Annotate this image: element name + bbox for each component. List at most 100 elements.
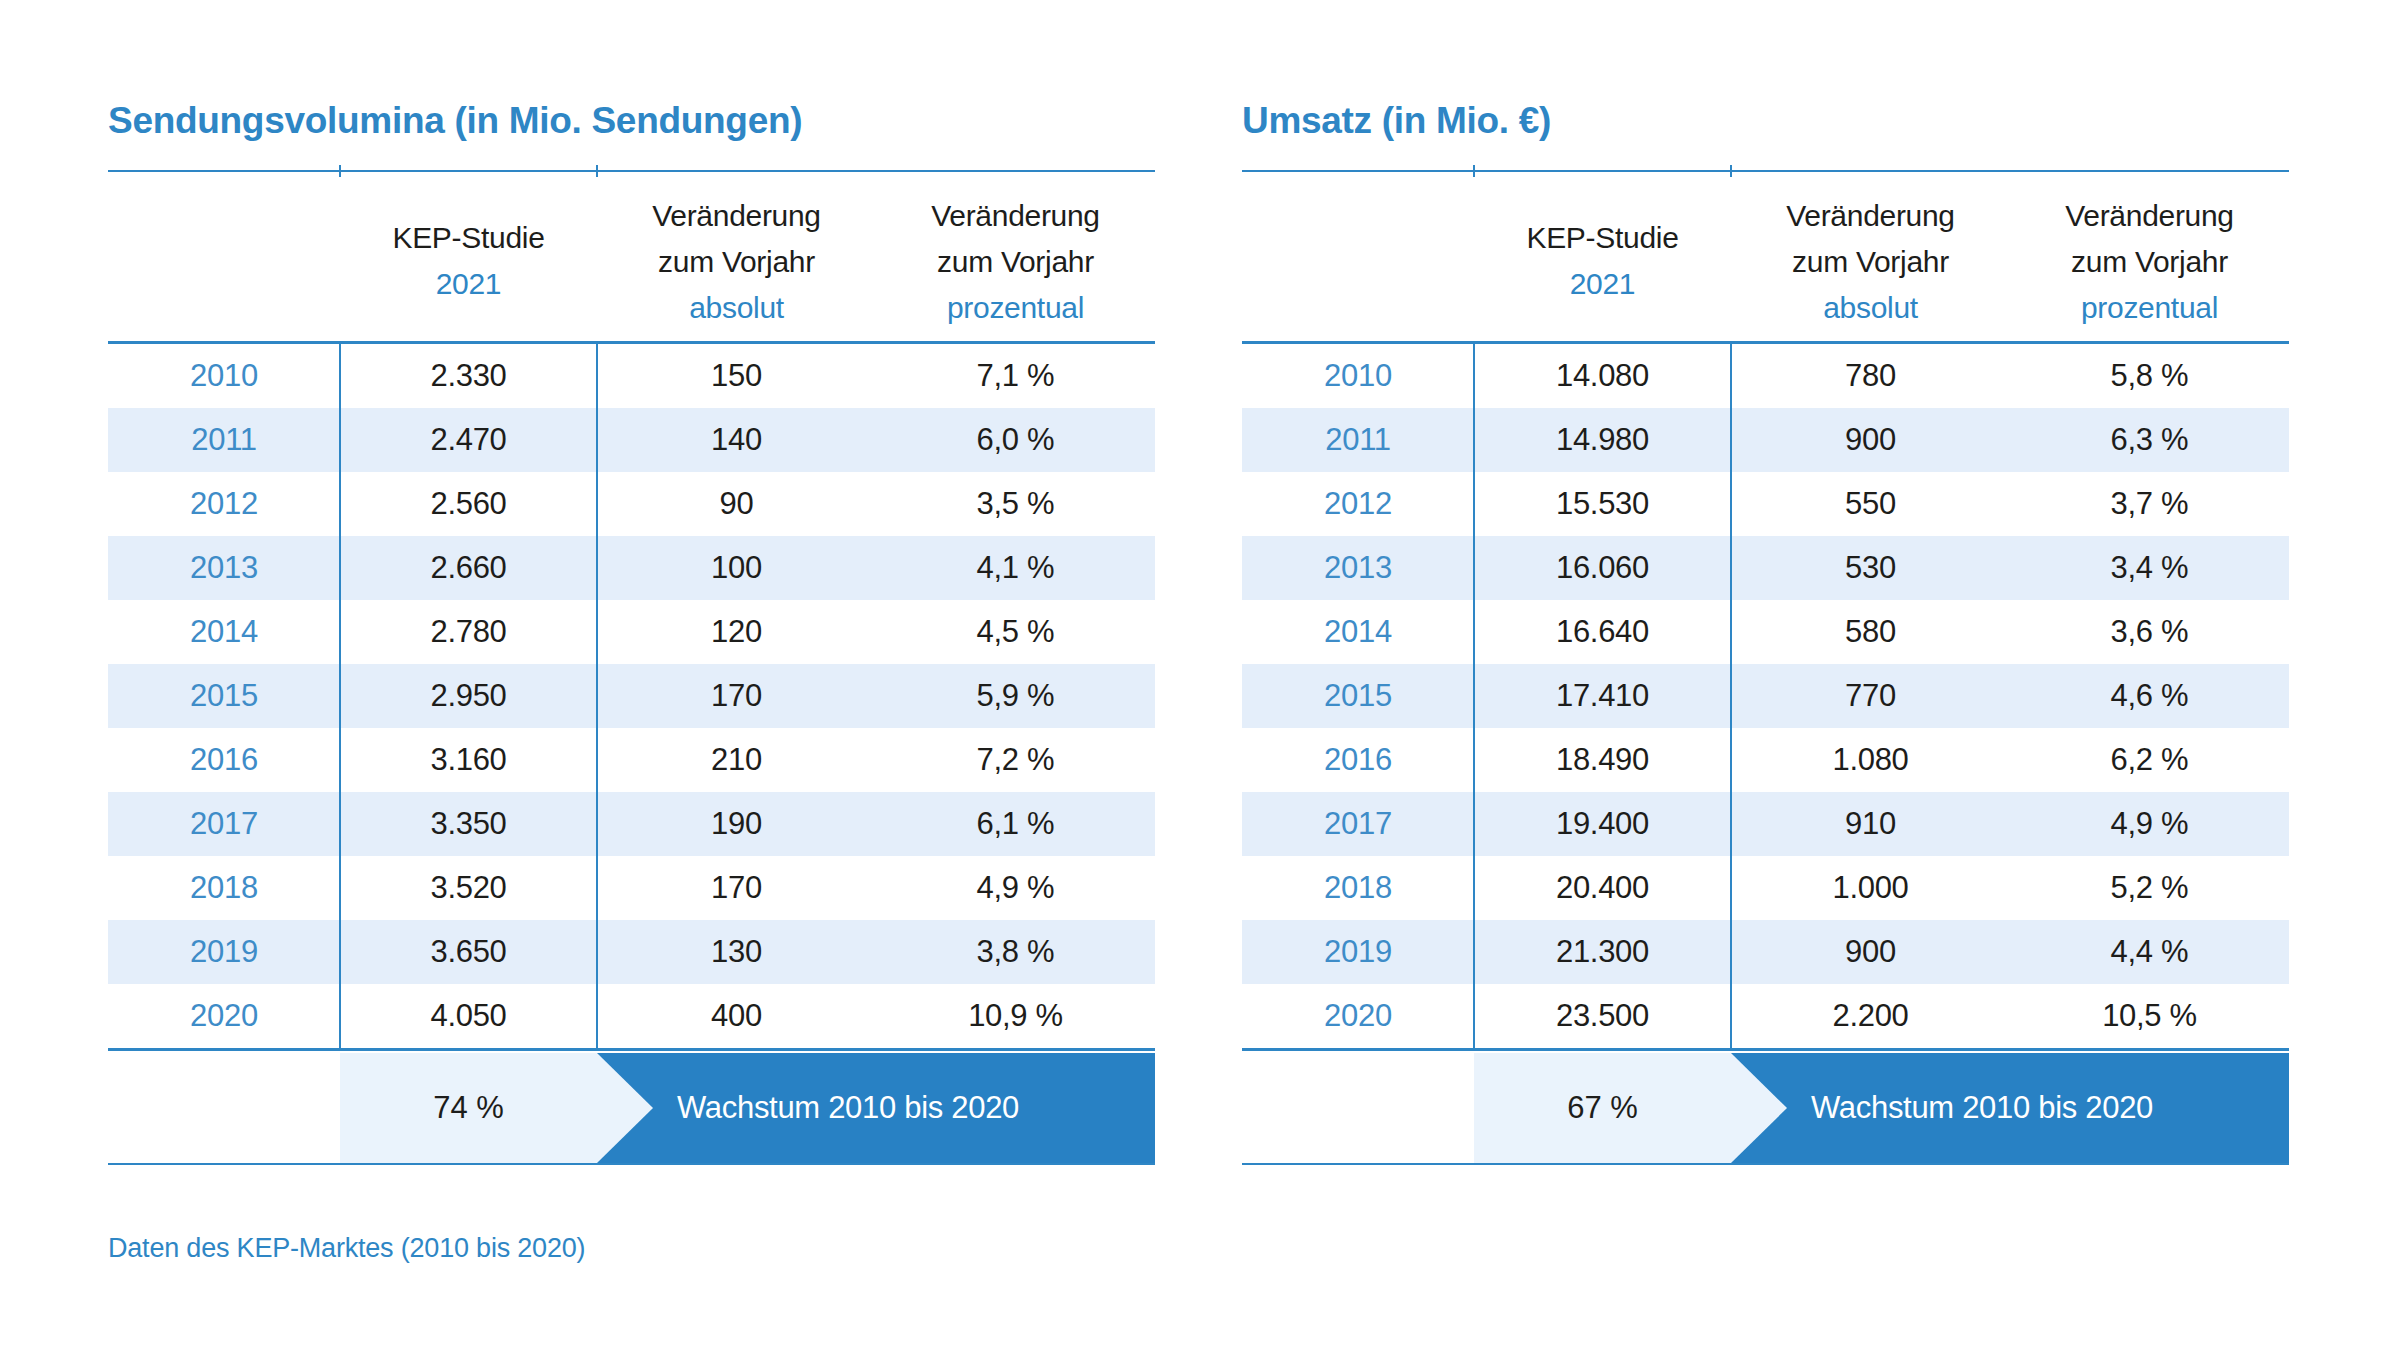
growth-footer: 67 % Wachstum 2010 bis 2020 (1242, 1053, 2289, 1163)
table-row: 20163.1602107,2 % (108, 728, 1155, 792)
year-cell: 2016 (108, 742, 340, 778)
table-row: 201014.0807805,8 % (1242, 344, 2289, 408)
table-row: 20183.5201704,9 % (108, 856, 1155, 920)
pct-change-cell: 4,6 % (2010, 678, 2289, 714)
pct-change-cell: 4,4 % (2010, 934, 2289, 970)
pct-change-cell: 5,2 % (2010, 870, 2289, 906)
value-cell: 2.950 (340, 678, 597, 714)
value-cell: 3.650 (340, 934, 597, 970)
column-headers: KEP-Studie 2021 Veränderung zum Vorjahr … (1242, 174, 2289, 341)
header-study-column: KEP-Studie 2021 (1474, 215, 1731, 341)
year-cell: 2020 (108, 998, 340, 1034)
pct-change-cell: 3,7 % (2010, 486, 2289, 522)
table-row: 201618.4901.0806,2 % (1242, 728, 2289, 792)
value-cell: 20.400 (1474, 870, 1731, 906)
pct-change-cell: 6,1 % (876, 806, 1155, 842)
pct-change-cell: 3,6 % (2010, 614, 2289, 650)
value-cell: 14.980 (1474, 422, 1731, 458)
year-cell: 2010 (1242, 358, 1474, 394)
table-sendungsvolumina: Sendungsvolumina (in Mio. Sendungen) KEP… (108, 100, 1155, 1175)
abs-change-cell: 1.080 (1731, 742, 2010, 778)
table-row: 201316.0605303,4 % (1242, 536, 2289, 600)
header-study-line1: KEP-Studie (340, 215, 597, 261)
table-row: 20102.3301507,1 % (108, 344, 1155, 408)
value-cell: 2.330 (340, 358, 597, 394)
pct-change-cell: 3,5 % (876, 486, 1155, 522)
abs-change-cell: 780 (1731, 358, 2010, 394)
header-change-line1: Veränderung (2010, 193, 2289, 239)
year-cell: 2019 (1242, 934, 1474, 970)
table-title: Sendungsvolumina (in Mio. Sendungen) (108, 100, 802, 142)
year-cell: 2013 (1242, 550, 1474, 586)
pct-change-cell: 6,2 % (2010, 742, 2289, 778)
growth-value: 67 % (1567, 1090, 1638, 1126)
pct-change-cell: 10,5 % (2010, 998, 2289, 1034)
table-body: 201014.0807805,8 %201114.9809006,3 %2012… (1242, 344, 2289, 1048)
table-row: 201416.6405803,6 % (1242, 600, 2289, 664)
table-body: 20102.3301507,1 %20112.4701406,0 %20122.… (108, 344, 1155, 1048)
year-cell: 2017 (1242, 806, 1474, 842)
value-cell: 4.050 (340, 998, 597, 1034)
header-change-line1: Veränderung (1731, 193, 2010, 239)
pct-change-cell: 6,3 % (2010, 422, 2289, 458)
year-cell: 2012 (108, 486, 340, 522)
abs-change-cell: 120 (597, 614, 876, 650)
pct-change-cell: 5,8 % (2010, 358, 2289, 394)
abs-change-cell: 400 (597, 998, 876, 1034)
header-change-line2: zum Vorjahr (1731, 239, 2010, 285)
abs-change-cell: 90 (597, 486, 876, 522)
header-absolute-label: absolut (1731, 285, 2010, 331)
year-cell: 2011 (1242, 422, 1474, 458)
table-umsatz: Umsatz (in Mio. €) KEP-Studie 2021 Verän… (1242, 100, 2289, 1175)
year-cell: 2016 (1242, 742, 1474, 778)
table-row: 20173.3501906,1 % (108, 792, 1155, 856)
column-divider (1730, 344, 1732, 1048)
header-absolute-label: absolut (597, 285, 876, 331)
year-cell: 2013 (108, 550, 340, 586)
header-study-line2: 2021 (340, 261, 597, 307)
table-row: 20122.560903,5 % (108, 472, 1155, 536)
pct-change-cell: 4,9 % (2010, 806, 2289, 842)
growth-footer: 74 % Wachstum 2010 bis 2020 (108, 1053, 1155, 1163)
abs-change-cell: 170 (597, 678, 876, 714)
year-cell: 2015 (1242, 678, 1474, 714)
header-study-line1: KEP-Studie (1474, 215, 1731, 261)
value-cell: 17.410 (1474, 678, 1731, 714)
growth-band: Wachstum 2010 bis 2020 (597, 1053, 1155, 1163)
pct-change-cell: 6,0 % (876, 422, 1155, 458)
table-row: 201820.4001.0005,2 % (1242, 856, 2289, 920)
table-row: 20193.6501303,8 % (108, 920, 1155, 984)
arrow-right-icon (1731, 1053, 1787, 1163)
table-row: 201517.4107704,6 % (1242, 664, 2289, 728)
pct-change-cell: 4,5 % (876, 614, 1155, 650)
table-row: 201719.4009104,9 % (1242, 792, 2289, 856)
abs-change-cell: 900 (1731, 422, 2010, 458)
value-cell: 19.400 (1474, 806, 1731, 842)
abs-change-cell: 140 (597, 422, 876, 458)
year-cell: 2018 (108, 870, 340, 906)
header-absolute-column: Veränderung zum Vorjahr absolut (597, 193, 876, 341)
table-title: Umsatz (in Mio. €) (1242, 100, 1551, 142)
header-change-line1: Veränderung (597, 193, 876, 239)
header-change-line2: zum Vorjahr (597, 239, 876, 285)
column-divider (596, 344, 598, 1048)
abs-change-cell: 100 (597, 550, 876, 586)
header-study-column: KEP-Studie 2021 (340, 215, 597, 341)
growth-label: Wachstum 2010 bis 2020 (677, 1090, 1019, 1126)
year-cell: 2012 (1242, 486, 1474, 522)
value-cell: 16.060 (1474, 550, 1731, 586)
header-change-line1: Veränderung (876, 193, 1155, 239)
pct-change-cell: 4,1 % (876, 550, 1155, 586)
year-cell: 2020 (1242, 998, 1474, 1034)
year-cell: 2014 (1242, 614, 1474, 650)
value-cell: 18.490 (1474, 742, 1731, 778)
header-percent-label: prozentual (876, 285, 1155, 331)
table-row: 201114.9809006,3 % (1242, 408, 2289, 472)
abs-change-cell: 1.000 (1731, 870, 2010, 906)
growth-value-box: 74 % (340, 1053, 597, 1163)
top-rule (108, 170, 1155, 172)
value-cell: 3.520 (340, 870, 597, 906)
growth-label: Wachstum 2010 bis 2020 (1811, 1090, 2153, 1126)
pct-change-cell: 7,2 % (876, 742, 1155, 778)
abs-change-cell: 170 (597, 870, 876, 906)
